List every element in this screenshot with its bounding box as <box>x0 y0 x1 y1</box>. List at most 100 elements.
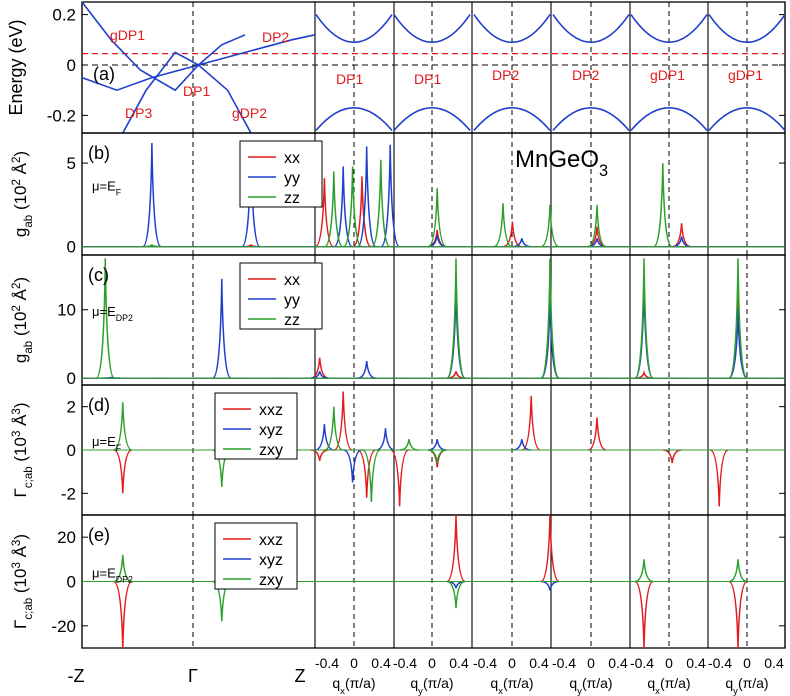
x-label-neg-z: -Z <box>68 666 85 686</box>
peak-mark <box>428 439 447 451</box>
legend: xxz xyz zxy <box>214 522 298 590</box>
peak-mark <box>113 580 133 648</box>
peak-mark <box>446 258 466 379</box>
band-line <box>708 14 785 43</box>
x-section-label-part: q <box>410 675 418 691</box>
band-line <box>552 107 630 131</box>
y-axis-label-part: c;ab <box>23 466 35 488</box>
peak-mark <box>357 146 377 248</box>
legend-box <box>239 262 323 330</box>
legend-label: zxy <box>259 442 283 459</box>
peak-mark <box>113 402 133 451</box>
peak-mark <box>728 559 748 583</box>
mu-label-part: DP2 <box>116 575 133 585</box>
x-section-label-part: (π/a) <box>503 675 534 691</box>
x-section-label: qx(π/a) <box>332 675 375 696</box>
y-axis-label-part: 2 <box>11 283 23 289</box>
x-section-label-part: y <box>418 686 423 696</box>
peak-mark <box>493 203 513 248</box>
data-layer: gDP1 DP2 DP1 DP3 gDP2 DP1 DP1 DP2 DP2 gDP1 gDP1 <box>82 2 785 133</box>
peak-mark <box>343 449 362 483</box>
y-axis-label: Energy (eV) <box>6 19 26 115</box>
x-section-label-part: (π/a) <box>423 675 454 691</box>
band-line <box>315 14 393 43</box>
data-layer <box>82 258 785 379</box>
peak-mark <box>324 406 344 451</box>
band-line <box>82 34 316 92</box>
series-zxy <box>82 554 785 622</box>
band-annotation: DP1 <box>336 71 363 87</box>
x-section-label-part: q <box>490 675 498 691</box>
band-line <box>393 14 471 43</box>
peak-mark <box>343 166 362 248</box>
peak-mark <box>376 428 395 451</box>
peak-mark <box>540 515 560 583</box>
y-tick-label: 2 <box>67 398 76 417</box>
band-line <box>315 107 393 131</box>
peak-mark <box>672 223 691 248</box>
legend: xx yy zz <box>239 140 323 208</box>
y-axis-label-part: Å <box>11 288 30 305</box>
series-zxy <box>82 402 785 503</box>
x-axis: -Z Γ Z-0.4 0 0.4qx(π/a)-0.4 0 0.4qy(π/a)-0.4 0 0… <box>68 655 784 696</box>
chart-title-part: 3 <box>599 162 608 180</box>
band-line <box>552 14 630 43</box>
mu-label-part: μ=E <box>92 178 116 193</box>
peak-mark <box>540 204 560 248</box>
mu-label-part: μ=E <box>92 304 116 319</box>
y-tick-label: 0 <box>67 56 76 75</box>
peak-mark <box>113 449 133 494</box>
y-axis-label-part: g <box>11 228 30 237</box>
y-axis-label: gab (102 Å2) <box>11 277 35 363</box>
x-section-label-part: x <box>498 686 503 696</box>
y-axis-label-part: (10 <box>11 569 30 598</box>
y-tick-label: -2 <box>61 484 76 503</box>
band-annotation: DP1 <box>414 71 441 87</box>
x-section-label: qy(π/a) <box>410 675 453 696</box>
legend: xx yy zz <box>239 262 323 330</box>
peak-mark <box>324 171 344 248</box>
y-axis-label-part: (10 <box>11 185 30 214</box>
peak-mark <box>310 449 329 461</box>
x-label-gamma: Γ <box>188 666 198 686</box>
peak-mark <box>663 449 682 464</box>
y-axis-label-part: Å <box>11 414 30 431</box>
series-xx <box>82 285 785 379</box>
x-section-label-part: y <box>733 686 738 696</box>
x-tick-label: 0.4 <box>449 655 469 671</box>
mu-label-part: F <box>116 443 122 453</box>
y-axis-label-part: Γ <box>11 488 30 497</box>
y-axis-label-part: 3 <box>11 431 23 437</box>
y-axis-label-part: (10 <box>11 311 30 340</box>
x-section-label-part: x <box>340 686 345 696</box>
legend-box <box>214 392 298 460</box>
band-line <box>122 51 252 133</box>
peak-mark <box>427 188 447 248</box>
panel-label: (e) <box>88 525 110 545</box>
y-axis-label-part: ) <box>11 534 30 540</box>
mu-label: μ=EDP2 <box>92 566 133 585</box>
peak-mark <box>310 357 329 379</box>
peak-mark <box>357 360 376 379</box>
peak-mark <box>399 439 419 451</box>
legend-label: zxy <box>259 572 283 589</box>
peak-mark <box>428 449 447 464</box>
peak-mark <box>587 226 607 248</box>
y-tick-label: 0 <box>67 573 76 592</box>
legend-label: xxz <box>259 402 283 419</box>
y-axis-label-part: Γ <box>11 620 30 629</box>
peak-mark <box>587 417 607 451</box>
band-annotation: gDP1 <box>110 27 145 43</box>
peak-mark <box>503 221 522 248</box>
band-annotation: DP2 <box>262 29 289 45</box>
peak-mark <box>634 580 654 648</box>
band-annotation: gDP1 <box>728 67 763 83</box>
peak-mark <box>728 258 748 379</box>
x-section-label-part: y <box>577 686 582 696</box>
band-annotation: gDP2 <box>232 105 267 121</box>
x-tick-label: 0 <box>350 655 358 671</box>
data-layer <box>82 391 785 507</box>
